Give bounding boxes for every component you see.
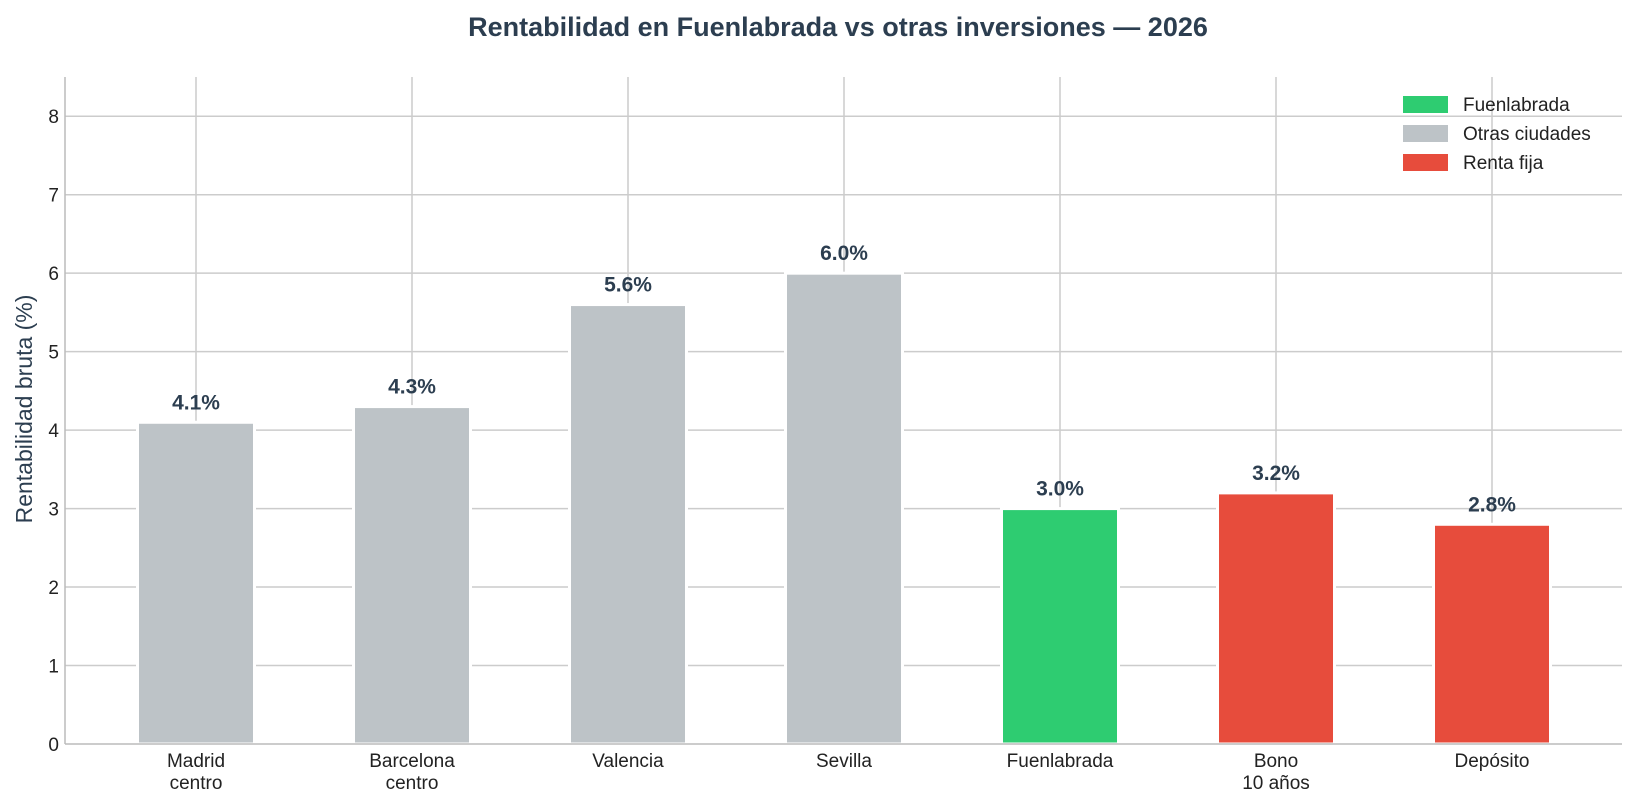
x-tick-label: Depósito	[1455, 751, 1530, 772]
legend: Fuenlabrada Otras ciudades Renta fija	[1403, 95, 1591, 174]
y-axis-label: Rentabilidad bruta (%)	[11, 295, 37, 524]
y-tick-label: 8	[48, 107, 59, 128]
y-tick-label: 2	[48, 578, 59, 599]
bar	[1000, 507, 1120, 746]
y-tick-label: 7	[48, 186, 59, 207]
y-tick-label: 0	[48, 735, 59, 756]
legend-swatch	[1403, 125, 1448, 142]
data-label: 3.0%	[1036, 478, 1084, 501]
bar	[784, 271, 904, 746]
data-label: 6.0%	[820, 242, 868, 265]
legend-entry: Renta fija	[1463, 153, 1544, 174]
data-label: 4.3%	[388, 376, 436, 399]
legend-entry: Fuenlabrada	[1463, 95, 1570, 116]
x-tick-label: Sevilla	[816, 751, 872, 772]
x-tick-label: Bono 10 años	[1242, 751, 1310, 794]
data-label: 2.8%	[1468, 493, 1516, 516]
axes: 0 1 2 3 4 5 6 7 8 Madrid centro Barcelona centro Vale…	[48, 77, 1622, 794]
bar	[1216, 491, 1336, 746]
data-label: 4.1%	[172, 391, 220, 414]
y-tick-label: 5	[48, 343, 59, 364]
y-tick-label: 3	[48, 500, 59, 521]
data-label: 3.2%	[1252, 462, 1300, 485]
bar	[352, 405, 472, 746]
x-tick-label: Fuenlabrada	[1007, 751, 1114, 772]
bar	[1432, 522, 1552, 746]
bar	[568, 303, 688, 746]
bars	[136, 271, 1552, 746]
y-tick-label: 1	[48, 657, 59, 678]
legend-swatch	[1403, 154, 1448, 171]
legend-swatch	[1403, 96, 1448, 113]
x-tick-label: Madrid centro	[167, 751, 225, 794]
y-tick-label: 6	[48, 264, 59, 285]
legend-entry: Otras ciudades	[1463, 124, 1591, 145]
x-tick-label: Barcelona centro	[369, 751, 455, 794]
chart-title: Rentabilidad en Fuenlabrada vs otras inv…	[468, 12, 1208, 42]
y-tick-label: 4	[48, 421, 59, 442]
bar	[136, 420, 256, 746]
data-labels: 4.1% 4.3% 5.6% 6.0% 3.0% 3.2% 2.8%	[172, 242, 1516, 516]
x-tick-label: Valencia	[592, 751, 664, 772]
data-label: 5.6%	[604, 274, 652, 297]
